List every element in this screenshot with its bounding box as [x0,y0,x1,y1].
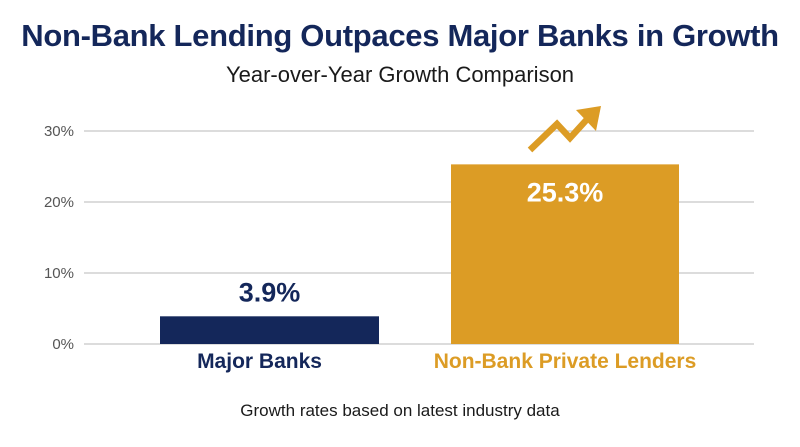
bars [160,164,679,344]
data-label: 3.9% [239,277,301,307]
y-tick-label: 10% [44,265,74,282]
labels: 3.9% Major Banks 25.3% Non-Bank Private Len… [197,177,696,373]
chart-footnote: Growth rates based on latest industry da… [240,401,560,420]
y-axis-ticks: 0% 10% 20% 30% [44,123,74,353]
data-label: 25.3% [527,177,604,207]
category-label: Major Banks [197,350,322,373]
annotations [527,106,601,153]
bar [451,164,679,344]
y-tick-label: 30% [44,123,74,140]
y-tick-label: 0% [52,336,74,353]
chart-subtitle: Year-over-Year Growth Comparison [225,62,575,87]
chart-title: Non-Bank Lending Outpaces Major Banks in… [21,18,779,53]
category-label: Non-Bank Private Lenders [434,350,697,373]
trending-up-arrow-icon [527,106,601,153]
y-tick-label: 20% [44,194,74,211]
bar [160,316,379,344]
